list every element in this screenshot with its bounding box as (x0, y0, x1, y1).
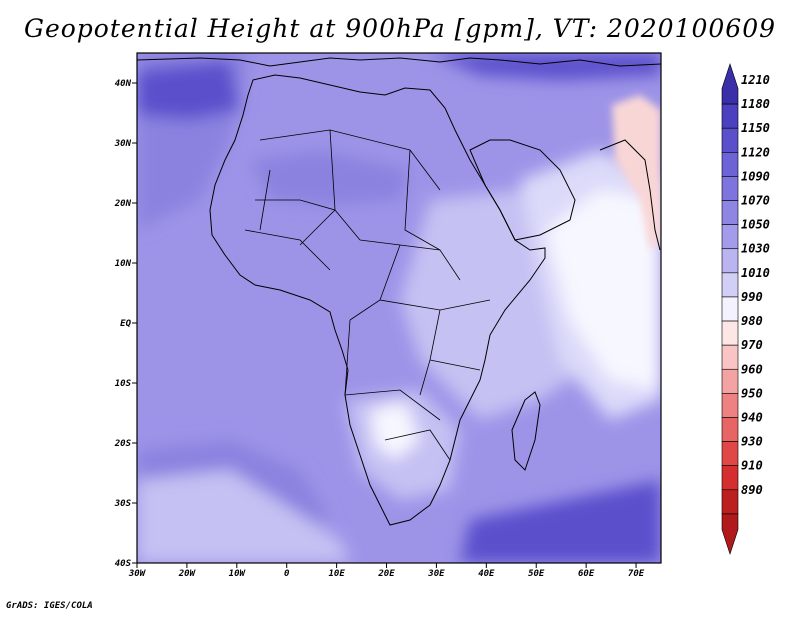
lon-tick-label: 10W (229, 569, 247, 579)
lon-tick-label: 50E (528, 569, 545, 579)
colorbar-level-label: 980 (741, 314, 763, 328)
coastlines (137, 57, 661, 526)
colorbar-level-label: 1010 (741, 266, 770, 280)
lon-tick-label: 30W (128, 569, 147, 579)
colorbar-level-label: 970 (741, 338, 763, 352)
credit-label: GrADS: IGES/COLA (6, 601, 93, 611)
europe-coastline (137, 57, 661, 67)
colorbar-level-label: 1120 (741, 145, 770, 159)
colorbar-segment (721, 224, 739, 250)
field-deep-southeast (460, 480, 661, 563)
lat-tick-label: 30N (114, 139, 132, 149)
lat-tick-label: 10N (115, 259, 132, 269)
colorbar-level-label: 990 (741, 290, 763, 304)
lon-tick-label: 60E (578, 569, 595, 579)
colorbar-level-label: 960 (741, 362, 763, 376)
colorbar-segment (721, 320, 739, 346)
colorbar-level-label: 1210 (741, 73, 770, 87)
lon-tick-label: 0 (284, 569, 290, 579)
colorbar-level-label: 1090 (741, 169, 770, 183)
india-coastline (599, 139, 661, 251)
colorbar-arrow-top (721, 63, 739, 105)
field-white-east (545, 190, 661, 390)
lat-tick-label: 20N (114, 199, 132, 209)
colorbar-segment (721, 441, 739, 466)
colorbar-segment (721, 248, 739, 274)
lat-tick-label: 30S (114, 499, 132, 509)
field-white-southern-africa (370, 402, 420, 460)
colorbar-segment (721, 393, 739, 418)
lat-tick-label: 40N (115, 79, 132, 89)
colorbar-segment (721, 176, 739, 201)
field-deep-northwest (137, 60, 240, 120)
country-borders (244, 129, 491, 461)
colorbar-level-label: 1150 (741, 121, 770, 135)
longitude-axis: 30W 20W 10W 0 10E 20E 30E 40E 50E 60E 70E (128, 563, 645, 579)
colorbar-level-label: 950 (741, 386, 763, 400)
colorbar-level-label: 930 (741, 435, 763, 449)
colorbar-level-label: 910 (741, 459, 763, 473)
colorbar-level-label: 940 (741, 410, 763, 424)
colorbar-segment (721, 200, 739, 225)
colorbar-segment (721, 465, 739, 491)
colorbar-segment (721, 103, 739, 129)
field-light-southwest (137, 470, 350, 563)
field-deep-north (430, 53, 661, 80)
lon-tick-label: 20E (377, 569, 395, 579)
latitude-axis: 40N 30N 20N 10N EQ 10S 20S 30S 40S (114, 79, 137, 569)
lon-tick-label: 20W (178, 569, 197, 579)
lat-tick-label: 40S (115, 559, 132, 569)
height-field (137, 53, 661, 563)
map-frame (136, 52, 662, 564)
lat-tick-label: 10S (115, 379, 132, 389)
lon-tick-label: 30E (427, 569, 445, 579)
colorbar-segment (721, 152, 739, 177)
page-title: Geopotential Height at 900hPa [gpm], VT:… (23, 14, 777, 43)
colorbar-segment (721, 272, 739, 298)
colorbar-level-label: 1050 (741, 218, 770, 232)
colorbar-segment (721, 127, 739, 153)
arabia-coastline (469, 139, 576, 241)
colorbar-segment (721, 417, 739, 442)
colorbar-arrow-bottom (721, 513, 739, 555)
lon-tick-label: 70E (628, 569, 645, 579)
colorbar-level-label: 1070 (741, 194, 770, 208)
map-panel: 40N 30N 20N 10N EQ 10S 20S 30S 40S 30W 20W 10W 0 10E… (114, 52, 662, 579)
madagascar-coastline (511, 391, 541, 471)
lon-tick-label: 40E (478, 569, 495, 579)
colorbar-segment (721, 368, 739, 394)
colorbar-segment (721, 489, 739, 515)
africa-coastline (209, 74, 546, 526)
colorbar: 1210 1180 1150 1120 1090 1070 1050 1030 1010 990 9… (721, 63, 770, 555)
lat-tick-label: EQ (120, 319, 131, 329)
lon-tick-label: 10E (328, 569, 345, 579)
field-deep-sahara (250, 150, 410, 205)
lat-tick-label: 20S (114, 439, 132, 449)
colorbar-segment (721, 296, 739, 322)
colorbar-level-label: 890 (741, 483, 763, 497)
colorbar-level-label: 1180 (741, 97, 770, 111)
colorbar-segment (721, 344, 739, 370)
colorbar-level-label: 1030 (741, 242, 770, 256)
field-pink-south-asia (612, 95, 661, 250)
